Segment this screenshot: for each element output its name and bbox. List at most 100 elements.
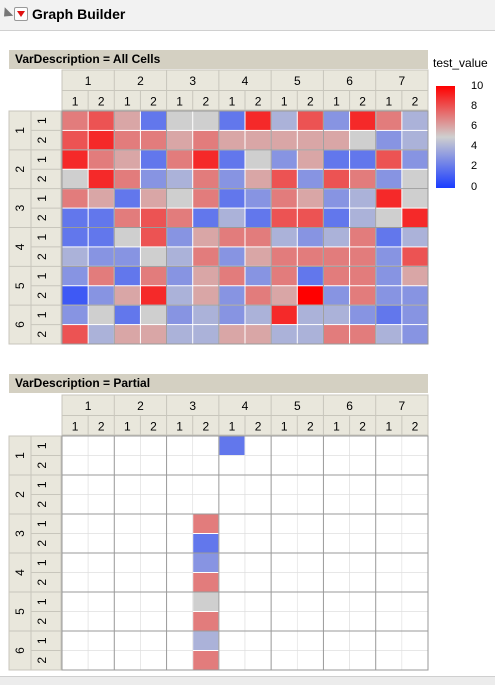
empty-cell xyxy=(323,533,350,554)
heatmap-cell xyxy=(323,305,350,325)
heatmap-cell xyxy=(219,169,245,189)
heatmap-cell xyxy=(402,266,428,286)
y-level-label: 1 xyxy=(35,117,49,124)
empty-cell xyxy=(166,611,194,632)
heatmap-cell xyxy=(193,189,219,208)
heatmap-cell xyxy=(297,111,323,130)
x-level-label: 1 xyxy=(124,95,131,109)
x-level-label: 2 xyxy=(255,420,262,434)
empty-cell xyxy=(270,552,298,573)
heatmap-cell xyxy=(62,325,88,344)
heatmap-cell xyxy=(297,130,323,150)
y-level-label: 2 xyxy=(35,501,49,508)
heatmap-cell xyxy=(219,266,245,286)
heatmap-cell xyxy=(167,286,193,305)
panel-header-partial: VarDescription = Partial xyxy=(9,374,428,393)
y-level-label: 2 xyxy=(35,579,49,586)
heatmap-cell xyxy=(271,305,297,325)
empty-cell xyxy=(244,513,272,534)
empty-cell xyxy=(87,552,115,573)
red-triangle-menu-icon[interactable] xyxy=(14,7,28,21)
empty-cell xyxy=(270,474,298,495)
heatmap-cell xyxy=(402,189,428,208)
empty-cell xyxy=(323,552,350,573)
heatmap-cell xyxy=(62,111,88,130)
x-level-label: 2 xyxy=(255,95,262,109)
legend-tick-label: 4 xyxy=(471,140,478,152)
heatmap-cell xyxy=(140,130,167,150)
heatmap-cell xyxy=(140,150,167,169)
heatmap-cell xyxy=(350,228,376,247)
empty-cell xyxy=(87,474,115,495)
x-level-label: 1 xyxy=(281,420,288,434)
heatmap-cell xyxy=(402,169,428,189)
heatmap-cell xyxy=(350,111,376,130)
heatmap-cell xyxy=(167,169,193,189)
empty-cell xyxy=(323,455,350,476)
x-group-label: 6 xyxy=(346,399,353,413)
empty-cell xyxy=(244,572,272,593)
empty-cell xyxy=(87,455,115,476)
x-level-label: 2 xyxy=(307,95,314,109)
empty-cell xyxy=(349,474,377,495)
heatmap-cell xyxy=(245,286,271,305)
empty-cell xyxy=(323,650,350,671)
heatmap-cell xyxy=(350,130,376,150)
heatmap-cell xyxy=(193,130,219,150)
empty-cell xyxy=(166,494,194,515)
heatmap-cell xyxy=(193,325,219,344)
empty-cell xyxy=(166,572,194,593)
heatmap-cell xyxy=(323,208,350,227)
heatmap-cell xyxy=(245,305,271,325)
empty-cell xyxy=(166,474,194,495)
heatmap-cell xyxy=(88,169,114,189)
y-group-label: 2 xyxy=(13,491,27,498)
heatmap-cell xyxy=(193,612,219,631)
empty-cell xyxy=(87,630,115,651)
empty-cell xyxy=(270,533,298,554)
heatmap-cell xyxy=(167,228,193,247)
empty-cell xyxy=(244,533,272,554)
empty-cell xyxy=(349,591,377,612)
empty-cell xyxy=(323,435,350,456)
heatmap-cell xyxy=(219,247,245,266)
empty-cell xyxy=(244,552,272,573)
empty-cell xyxy=(87,650,115,671)
heatmap-cell xyxy=(245,169,271,189)
heatmap-cell xyxy=(323,169,350,189)
heatmap-cell xyxy=(245,266,271,286)
empty-cell xyxy=(87,591,115,612)
heatmap-cell xyxy=(88,325,114,344)
empty-cell xyxy=(375,552,403,573)
heatmap-cell xyxy=(62,266,88,286)
heatmap-cell xyxy=(219,325,245,344)
empty-cell xyxy=(166,552,194,573)
empty-cell xyxy=(323,474,350,495)
empty-cell xyxy=(140,650,167,671)
heatmap-cell xyxy=(167,266,193,286)
empty-cell xyxy=(270,513,298,534)
empty-cell xyxy=(323,513,350,534)
empty-cell xyxy=(218,455,246,476)
empty-cell xyxy=(296,435,324,456)
empty-cell xyxy=(166,435,194,456)
heatmap-cell xyxy=(140,111,167,130)
empty-cell xyxy=(61,533,89,554)
empty-cell xyxy=(296,630,324,651)
heatmap-cell xyxy=(376,130,402,150)
x-level-label: 2 xyxy=(202,95,209,109)
heatmap-cell xyxy=(245,208,271,227)
empty-cell xyxy=(401,611,429,632)
heatmap-cell xyxy=(350,169,376,189)
empty-cell xyxy=(401,455,429,476)
heatmap-cell xyxy=(88,130,114,150)
empty-cell xyxy=(401,572,429,593)
y-level-label: 1 xyxy=(35,272,49,279)
x-group-label: 2 xyxy=(137,399,144,413)
x-level-label: 2 xyxy=(98,95,105,109)
y-group-label: 3 xyxy=(13,530,27,537)
empty-cell xyxy=(218,513,246,534)
empty-cell xyxy=(218,572,246,593)
empty-cell xyxy=(296,552,324,573)
